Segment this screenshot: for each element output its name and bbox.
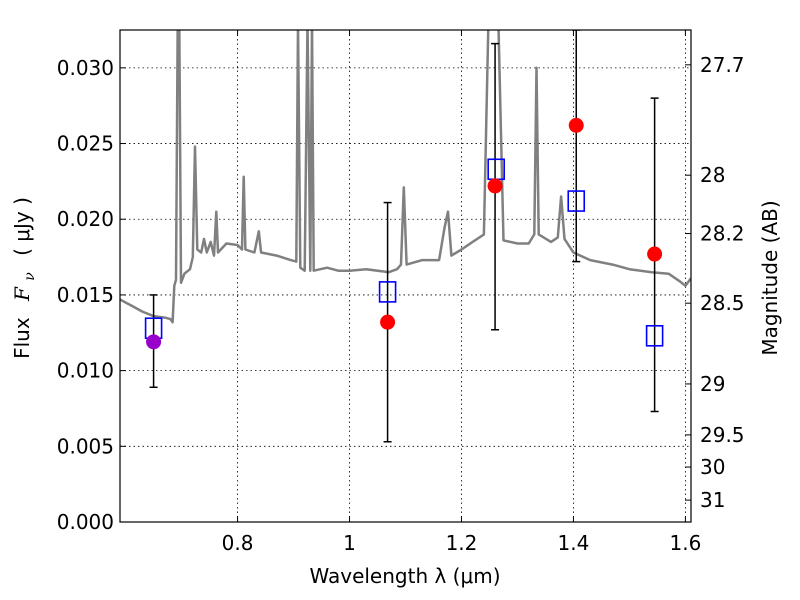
y-tick-label: 0.020 (57, 207, 114, 231)
magnitude-axis-label: Magnitude (AB) (758, 200, 782, 355)
magnitude-tick-label: 29 (700, 372, 725, 396)
y-tick-label: 0.030 (57, 56, 114, 80)
model-square-marker (567, 190, 586, 212)
model-square-marker (378, 281, 397, 303)
x-axis-label: Wavelength λ (μm) (309, 564, 500, 588)
plot-frame (119, 29, 692, 523)
x-tick-label: 1.4 (558, 531, 590, 555)
observed-circle-marker (146, 334, 162, 350)
tick-layer: 0.8 1 1.2 1.4 1.6 0.000 0.005 0.010 0.015 0.020 0.… (57, 30, 745, 555)
model-square-marker (645, 324, 664, 347)
magnitude-tick-label: 28.5 (700, 291, 745, 315)
y-axis-label-subscript: ν (22, 272, 38, 281)
y-tick-label: 0.025 (57, 132, 114, 156)
x-tick-label: 1.2 (446, 531, 478, 555)
magnitude-tick-label: 28 (700, 163, 725, 187)
x-tick-label: 0.8 (222, 531, 254, 555)
plot-layer (120, 30, 691, 443)
grid-layer (120, 30, 691, 522)
y-axis-label-text: Flux (10, 317, 34, 359)
model-spectrum-line (120, 30, 691, 324)
observed-circle-marker (568, 117, 584, 133)
y-axis-label-unit: ( μJy ) (10, 197, 34, 256)
x-tick-label: 1 (343, 531, 356, 555)
observed-point-group (572, 30, 581, 263)
magnitude-tick-label: 31 (700, 488, 725, 512)
y-tick-label: 0.005 (57, 434, 114, 458)
y-tick-label: 0.010 (57, 359, 114, 383)
magnitude-tick-label: 30 (700, 455, 725, 479)
observed-circle-marker (380, 314, 396, 330)
magnitude-tick-label: 29.5 (700, 423, 745, 447)
y-tick-label: 0.000 (57, 510, 114, 534)
observed-circle-marker (647, 246, 663, 262)
y-axis-label-symbol: F (10, 286, 34, 302)
magnitude-tick-label: 27.7 (700, 53, 745, 77)
x-tick-label: 1.6 (669, 531, 701, 555)
observed-circle-marker (487, 178, 503, 194)
y-tick-label: 0.015 (57, 283, 114, 307)
y-axis-label: Flux F ν ( μJy ) (10, 197, 39, 359)
magnitude-tick-label: 28.2 (700, 222, 745, 246)
